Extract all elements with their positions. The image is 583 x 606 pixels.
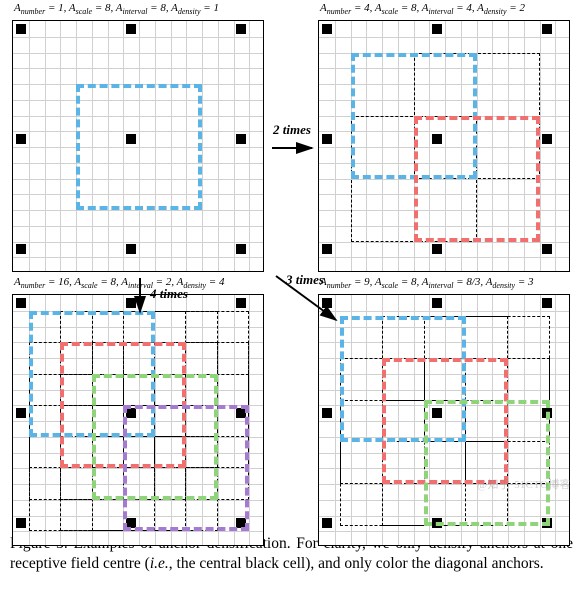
anchor-dot xyxy=(432,24,442,34)
anchor-box-red xyxy=(414,116,540,242)
figure-container: Anumber = 1, Ascale = 8, Ainterval = 8, … xyxy=(0,0,583,528)
anchor-dot xyxy=(542,244,552,254)
grid xyxy=(318,294,570,546)
panel-tl: Anumber = 1, Ascale = 8, Ainterval = 8, … xyxy=(12,20,264,272)
anchor-dot xyxy=(322,298,332,308)
anchor-dot xyxy=(16,298,26,308)
caption-text-b: , the central black cell), and only colo… xyxy=(169,555,544,572)
anchor-box-green xyxy=(424,400,550,526)
caption-ie: i.e. xyxy=(150,555,169,572)
grid xyxy=(12,20,264,272)
anchor-dot xyxy=(322,24,332,34)
grid xyxy=(12,294,264,546)
anchor-dot xyxy=(322,518,332,528)
anchor-dot xyxy=(432,298,442,308)
panel-bl: Anumber = 16, Ascale = 8, Ainterval = 2,… xyxy=(12,294,264,546)
arrow-label: 3 times xyxy=(286,272,324,288)
anchor-box-blue xyxy=(76,84,202,210)
anchor-dot xyxy=(126,244,136,254)
anchor-box-purple xyxy=(123,405,249,531)
anchor-dot xyxy=(322,134,332,144)
anchor-dot xyxy=(236,24,246,34)
panel-br: Anumber = 9, Ascale = 8, Ainterval = 8/3… xyxy=(318,294,570,546)
anchor-dot xyxy=(236,298,246,308)
anchor-dot xyxy=(126,24,136,34)
grid xyxy=(318,20,570,272)
anchor-dot xyxy=(16,134,26,144)
panel-tr: Anumber = 4, Ascale = 8, Ainterval = 4, … xyxy=(318,20,570,272)
panel-label: Anumber = 1, Ascale = 8, Ainterval = 8, … xyxy=(14,2,219,16)
anchor-dot xyxy=(16,518,26,528)
anchor-dot xyxy=(432,244,442,254)
panel-label: Anumber = 4, Ascale = 8, Ainterval = 4, … xyxy=(320,2,525,16)
anchor-dot xyxy=(322,244,332,254)
anchor-dot xyxy=(236,134,246,144)
anchor-dot xyxy=(322,408,332,418)
panel-label: Anumber = 9, Ascale = 8, Ainterval = 8/3… xyxy=(320,276,534,290)
panel-label: Anumber = 16, Ascale = 8, Ainterval = 2,… xyxy=(14,276,224,290)
anchor-dot xyxy=(16,244,26,254)
anchor-dot xyxy=(126,298,136,308)
anchor-dot xyxy=(542,298,552,308)
anchor-dot xyxy=(542,24,552,34)
arrow-label: 2 times xyxy=(273,122,311,138)
anchor-dot xyxy=(236,244,246,254)
arrow-label: 4 times xyxy=(150,286,188,302)
anchor-dot xyxy=(16,24,26,34)
anchor-dot xyxy=(542,134,552,144)
anchor-dot xyxy=(16,408,26,418)
